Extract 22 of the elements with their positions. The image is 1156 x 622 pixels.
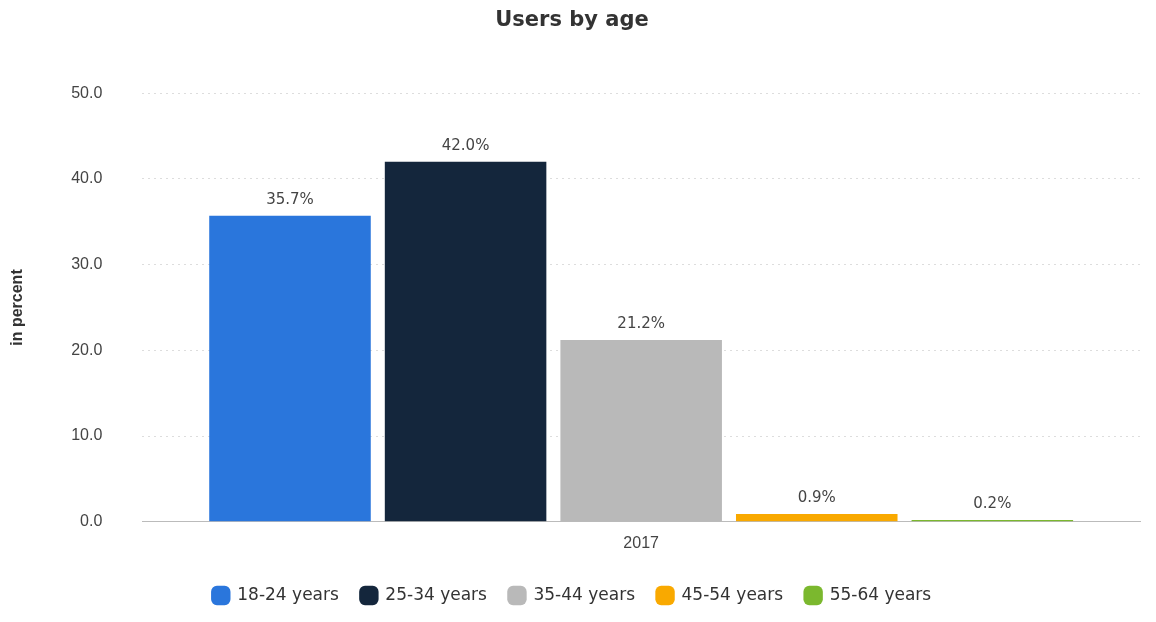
y-tick-label: 10.0 xyxy=(71,426,103,444)
bar xyxy=(384,161,547,522)
y-tick-label: 20.0 xyxy=(71,340,103,358)
bar xyxy=(209,215,371,522)
legend-label: 35-44 years xyxy=(533,583,636,604)
legend-label: 45-54 years xyxy=(681,583,784,604)
y-tick-label: 40.0 xyxy=(71,169,103,187)
y-axis-title: in percent xyxy=(8,268,26,346)
y-tick-label: 50.0 xyxy=(71,83,103,101)
data-label: 42.0% xyxy=(441,136,490,155)
x-tick-label: 2017 xyxy=(623,533,660,551)
chart-title: Users by age xyxy=(495,7,649,32)
y-tick-label: 0.0 xyxy=(80,512,103,530)
legend-label: 18-24 years xyxy=(237,583,340,604)
bar xyxy=(735,514,898,522)
data-label: 35.7% xyxy=(266,190,314,209)
data-label: 21.2% xyxy=(617,314,665,333)
data-label: 0.2% xyxy=(973,494,1012,513)
legend-label: 55-64 years xyxy=(829,583,932,604)
y-tick-label: 30.0 xyxy=(71,255,103,273)
legend-label: 25-34 years xyxy=(385,583,488,604)
data-label: 0.9% xyxy=(797,488,836,507)
